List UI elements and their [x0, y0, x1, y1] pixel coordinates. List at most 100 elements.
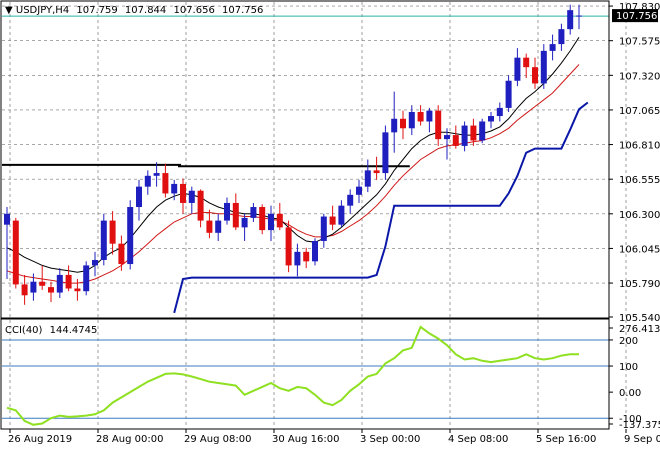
candle-body — [496, 107, 503, 117]
candle — [558, 23, 565, 51]
candle — [109, 211, 116, 255]
indicator-name: CCI(40) — [5, 325, 43, 336]
candle — [312, 238, 318, 266]
candle — [426, 107, 433, 133]
indicator-value: 144.4745 — [50, 325, 98, 336]
candle-body — [532, 67, 538, 84]
candle-body — [294, 251, 301, 266]
candle — [435, 105, 442, 146]
candle-body — [452, 135, 459, 146]
current-price-box — [612, 9, 658, 23]
triangle-icon: ▼ — [5, 5, 13, 16]
price-tick-label: 107.065 — [619, 106, 660, 117]
candle — [127, 200, 134, 270]
time-axis: 26 Aug 2019 28 Aug 00:00 29 Aug 08:00 30 Au… — [8, 429, 660, 445]
candle-body — [347, 194, 354, 206]
candle-body — [21, 284, 28, 296]
candle — [400, 110, 406, 140]
candle — [488, 111, 494, 129]
time-tick-label: 29 Aug 08:00 — [184, 434, 251, 445]
candle — [391, 91, 398, 153]
candle-body — [312, 240, 318, 262]
candle-body — [268, 213, 274, 231]
candle-body — [136, 186, 142, 208]
candle — [12, 217, 19, 289]
slow-ma-line — [6, 64, 580, 284]
candle — [56, 268, 63, 298]
candle — [549, 34, 556, 61]
candle — [505, 75, 512, 112]
cci-tick-label: 100 — [619, 362, 638, 373]
candle-body — [338, 205, 345, 225]
candle-body — [12, 220, 19, 285]
candle — [180, 178, 186, 214]
candle-body — [250, 207, 257, 218]
candle-body — [461, 125, 468, 146]
candle — [294, 243, 301, 277]
candle — [30, 273, 37, 301]
candle — [241, 213, 248, 241]
price-tick-label: 106.810 — [619, 141, 660, 152]
candle — [408, 105, 415, 136]
candle-body — [417, 111, 424, 122]
candle — [232, 193, 239, 231]
candle — [285, 220, 292, 273]
chart-header: ▼ USDJPY,H4 107.759 107.844 107.656 107.… — [5, 5, 263, 16]
close-value: 107.756 — [222, 5, 263, 16]
candle-body — [549, 44, 556, 51]
candle-body — [127, 207, 134, 265]
candle — [514, 48, 521, 87]
candle-body — [180, 183, 186, 203]
candle — [461, 121, 468, 152]
candle — [268, 205, 274, 241]
candle — [373, 156, 380, 180]
candle — [39, 265, 46, 290]
candle-body — [285, 227, 292, 266]
candle — [171, 179, 178, 201]
candle — [532, 57, 538, 89]
candle-body — [118, 243, 125, 265]
candle-body — [303, 251, 310, 262]
candle — [136, 179, 142, 221]
candle-body — [74, 288, 81, 292]
time-tick-label: 5 Sep 16:00 — [536, 434, 596, 445]
candle — [540, 44, 547, 89]
cci-levels — [2, 339, 609, 419]
candle — [144, 170, 151, 195]
candle-body — [523, 57, 530, 68]
candle — [100, 213, 107, 266]
candle — [276, 202, 283, 231]
candle — [417, 105, 424, 126]
candle — [206, 209, 213, 239]
symbol-label: USDJPY,H4 — [16, 5, 69, 16]
candle — [92, 251, 98, 277]
cci-tick-label: 276.413 — [619, 324, 660, 335]
cci-tick-label: 0.00 — [619, 388, 641, 399]
price-panel-frame[interactable] — [0, 0, 610, 319]
candle-body — [435, 110, 442, 140]
candle-body — [215, 220, 222, 233]
candle-body — [83, 265, 90, 292]
candle-body — [505, 80, 512, 108]
candle — [153, 162, 160, 187]
candle — [338, 200, 345, 228]
candle-body — [92, 259, 98, 266]
time-tick-label: 3 Sep 00:00 — [360, 434, 420, 445]
cci-tick-label: 200 — [619, 336, 638, 347]
candle — [188, 186, 195, 214]
price-tick-label: 107.830 — [619, 2, 660, 13]
candle-body — [4, 213, 10, 225]
candle — [83, 261, 90, 296]
price-tick-label: 105.790 — [619, 279, 660, 290]
cci-panel — [6, 325, 579, 426]
candle — [479, 118, 486, 144]
current-price-tag: 107.756 — [612, 9, 658, 23]
candle-body — [30, 281, 37, 293]
candle-body — [426, 110, 433, 122]
cci-panel-frame[interactable] — [0, 318, 610, 430]
candles — [4, 4, 582, 305]
candle — [250, 202, 257, 222]
cci-tick-label: -100 — [619, 414, 642, 425]
cci-tick-label: -137.3759 — [619, 420, 660, 431]
candle — [470, 118, 477, 146]
